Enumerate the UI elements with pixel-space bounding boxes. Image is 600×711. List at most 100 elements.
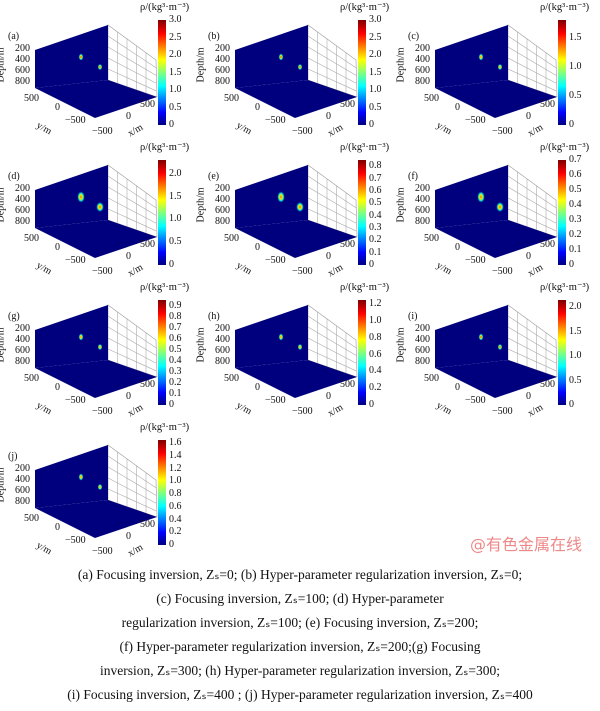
colorbar [158, 160, 166, 265]
colorbar-tick: 1.0 [569, 350, 582, 362]
colorbar-tick: 1.0 [169, 475, 182, 487]
anomaly-blob [278, 53, 284, 61]
caption-line: (c) Focusing inversion, Zₛ=100; (d) Hype… [156, 591, 444, 606]
depth-axis-label: Depth/m [0, 467, 7, 503]
back-slice [235, 165, 308, 228]
depth-axis-label: Depth/m [0, 327, 7, 363]
depth-tick: 800 [15, 76, 30, 87]
y-tick: −500 [465, 395, 486, 406]
colorbar-tick: 0 [369, 119, 374, 130]
colorbar-tick: 0.3 [169, 365, 182, 377]
colorbar-tick: 2.0 [169, 49, 182, 60]
colorbar-tick: 3.0 [369, 14, 382, 25]
panel-label: (e) [208, 171, 220, 182]
colorbar-tick: 0.6 [169, 332, 182, 344]
depth-tick: 600 [15, 65, 30, 76]
depth-tick: 800 [15, 216, 30, 227]
y-tick: 500 [24, 373, 39, 384]
colorbar-tick: 0.2 [369, 234, 382, 246]
floor-slice [35, 500, 157, 538]
x-tick: 0 [126, 391, 131, 402]
depth-tick: 400 [15, 334, 30, 345]
colorbar-tick: 0.1 [569, 244, 582, 255]
back-slice [35, 305, 108, 368]
x-tick: 500 [540, 99, 555, 110]
colorbar-tick: 0.4 [169, 354, 182, 366]
depth-tick: 800 [415, 216, 430, 227]
x-tick: 500 [140, 379, 155, 390]
floor-slice [435, 220, 557, 258]
depth-tick: 800 [215, 76, 230, 87]
colorbar-title: ρ/(kg³·m⁻³) [140, 282, 190, 293]
depth-axis-label: Depth/m [0, 187, 7, 223]
anomaly-blob [78, 473, 84, 481]
x-tick: 0 [526, 251, 531, 262]
colorbar [558, 20, 566, 125]
colorbar-tick: 1.2 [169, 462, 182, 474]
watermark: @有色金属在线 [470, 535, 583, 554]
colorbar-tick: 0.4 [169, 513, 182, 525]
x-tick: −500 [292, 126, 313, 137]
y-tick: 500 [424, 93, 439, 104]
depth-axis-label: Depth/m [0, 47, 7, 83]
floor-slice [35, 80, 157, 118]
colorbar-tick: 0.1 [369, 246, 382, 258]
y-tick: 500 [224, 93, 239, 104]
subplot-g: ρ/(kg³·m⁻³) (g) Depth/m 200 400 600 800 500 0 −50… [0, 280, 200, 420]
x-tick: 500 [140, 99, 155, 110]
colorbar-tick: 0.5 [169, 236, 182, 248]
depth-tick: 200 [15, 323, 30, 334]
x-tick: 0 [326, 111, 331, 122]
colorbar [558, 300, 566, 405]
y-tick: 0 [255, 242, 260, 253]
y-tick: −500 [265, 255, 286, 266]
colorbar-tick: 0.6 [169, 500, 182, 512]
colorbar-tick: 1.5 [169, 66, 182, 78]
x-tick: −500 [92, 546, 113, 557]
x-tick: 500 [340, 379, 355, 390]
depth-axis-label: Depth/m [195, 327, 207, 363]
colorbar-tick: 0.8 [369, 160, 382, 172]
y-tick: −500 [465, 255, 486, 266]
anomaly-blob [478, 53, 484, 61]
x-tick: −500 [92, 266, 113, 277]
depth-tick: 200 [415, 183, 430, 194]
colorbar-title: ρ/(kg³·m⁻³) [140, 422, 190, 433]
colorbar-tick: 0.6 [369, 348, 382, 360]
anomaly-blob [478, 333, 484, 341]
x-tick: −500 [92, 126, 113, 137]
y-tick: 500 [424, 233, 439, 244]
panel-label: (j) [8, 451, 18, 462]
colorbar-tick: 0.5 [369, 197, 382, 209]
colorbar-tick: 0 [569, 119, 574, 130]
anomaly-blob [96, 201, 104, 213]
colorbar-title: ρ/(kg³·m⁻³) [140, 142, 190, 153]
colorbar-title: ρ/(kg³·m⁻³) [340, 2, 390, 13]
depth-tick: 200 [15, 183, 30, 194]
colorbar [158, 440, 166, 545]
y-tick: −500 [265, 115, 286, 126]
subplot-d: ρ/(kg³·m⁻³) (d) Depth/m 200 400 600 800 500 0 −50… [0, 140, 200, 280]
colorbar-tick: 1.5 [569, 31, 582, 43]
colorbar-tick: 2.5 [369, 31, 382, 43]
depth-tick: 800 [215, 216, 230, 227]
depth-tick: 400 [415, 194, 430, 205]
depth-tick: 600 [15, 205, 30, 216]
floor-slice [435, 360, 557, 398]
colorbar-title: ρ/(kg³·m⁻³) [540, 2, 590, 13]
y-tick: 500 [224, 233, 239, 244]
colorbar-tick: 0.1 [169, 387, 182, 399]
panel-label: (f) [408, 171, 418, 182]
colorbar-tick: 2.0 [569, 301, 582, 313]
figure-caption: (a) Focusing inversion, Zₛ=0; (b) Hyper-… [0, 563, 600, 707]
depth-tick: 400 [415, 54, 430, 65]
y-tick: −500 [65, 255, 86, 266]
depth-axis-label: Depth/m [395, 327, 407, 363]
x-tick: −500 [292, 406, 313, 417]
anomaly-blob [78, 333, 84, 341]
caption-line: (i) Focusing inversion, Zₛ=400 ; (j) Hyp… [67, 687, 533, 702]
caption-line: inversion, Zₛ=300; (h) Hyper-parameter r… [100, 663, 500, 678]
back-slice [35, 165, 108, 228]
colorbar-title: ρ/(kg³·m⁻³) [340, 282, 390, 293]
caption-line: (f) Hyper-parameter regularization inver… [119, 639, 481, 654]
